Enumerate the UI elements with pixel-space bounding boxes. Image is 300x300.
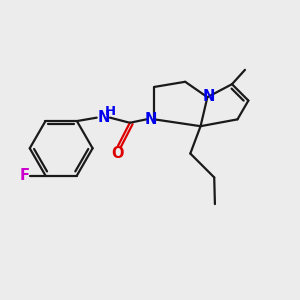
Text: N: N (98, 110, 110, 125)
Text: F: F (19, 168, 29, 183)
Text: N: N (202, 88, 215, 104)
Text: O: O (112, 146, 124, 161)
Text: H: H (105, 105, 116, 118)
Text: N: N (145, 112, 157, 127)
